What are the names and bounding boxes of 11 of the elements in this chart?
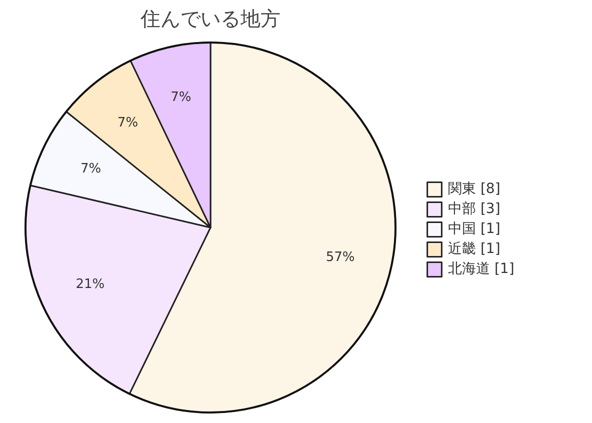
legend-label: 関東 [8] (448, 180, 500, 198)
data-label: 7% (80, 162, 102, 177)
chart-title: 住んでいる地方 (140, 6, 280, 30)
data-label: 21% (76, 277, 105, 292)
data-label: 57% (326, 250, 355, 265)
legend-label: 中国 [1] (448, 220, 500, 238)
legend-label: 中部 [3] (448, 200, 500, 218)
legend-label: 近畿 [1] (448, 240, 500, 258)
legend-label: 北海道 [1] (448, 260, 514, 278)
data-label: 7% (117, 116, 138, 131)
data-label: 7% (170, 90, 192, 106)
